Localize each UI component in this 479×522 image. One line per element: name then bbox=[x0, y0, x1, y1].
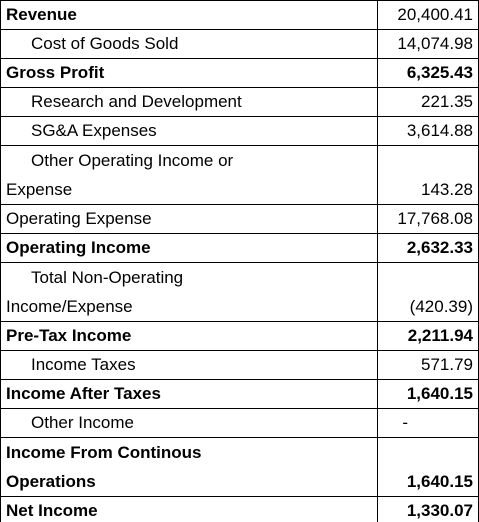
row: SG&A Expenses 3,614.88 bbox=[0, 116, 479, 146]
row-label: Research and Development bbox=[0, 87, 378, 117]
row: Income From Continous Operations 1,640.15 bbox=[0, 437, 479, 497]
row-value: 1,330.07 bbox=[377, 496, 479, 522]
row-label: Other Operating Income or Expense bbox=[0, 145, 378, 205]
row-value: 20,400.41 bbox=[377, 0, 479, 30]
row-label: Pre-Tax Income bbox=[0, 321, 378, 351]
row-label: Income After Taxes bbox=[0, 379, 378, 409]
row-label: Total Non-Operating Income/Expense bbox=[0, 262, 378, 322]
row: Revenue 20,400.41 bbox=[0, 0, 479, 30]
row-value: 2,211.94 bbox=[377, 321, 479, 351]
row: Research and Development 221.35 bbox=[0, 87, 479, 117]
row: Income After Taxes 1,640.15 bbox=[0, 379, 479, 409]
row-label: Operating Expense bbox=[0, 204, 378, 234]
row: Operating Income 2,632.33 bbox=[0, 233, 479, 263]
label-line: Income From Continous bbox=[6, 443, 202, 462]
row-value: 3,614.88 bbox=[377, 116, 479, 146]
row-label: Cost of Goods Sold bbox=[0, 29, 378, 59]
row: Other Income - bbox=[0, 408, 479, 438]
label-line: Operations bbox=[6, 472, 96, 491]
row: Other Operating Income or Expense 143.28 bbox=[0, 145, 479, 205]
row: Income Taxes 571.79 bbox=[0, 350, 479, 380]
row-value: 6,325.43 bbox=[377, 58, 479, 88]
row-label: Other Income bbox=[0, 408, 378, 438]
row: Total Non-Operating Income/Expense (420.39… bbox=[0, 262, 479, 322]
row-label: Net Income bbox=[0, 496, 378, 522]
row-value: - bbox=[377, 408, 479, 438]
row-value: 1,640.15 bbox=[377, 379, 479, 409]
row-value: 143.28 bbox=[377, 145, 479, 205]
row: Operating Expense 17,768.08 bbox=[0, 204, 479, 234]
row-value: (420.39) bbox=[377, 262, 479, 322]
row-value: 1,640.15 bbox=[377, 437, 479, 497]
row-value: 17,768.08 bbox=[377, 204, 479, 234]
label-line: Expense bbox=[6, 180, 73, 199]
row-value: 2,632.33 bbox=[377, 233, 479, 263]
row-label: SG&A Expenses bbox=[0, 116, 378, 146]
row-label: Income Taxes bbox=[0, 350, 378, 380]
row-label: Income From Continous Operations bbox=[0, 437, 378, 497]
row-label: Gross Profit bbox=[0, 58, 378, 88]
row: Pre-Tax Income 2,211.94 bbox=[0, 321, 479, 351]
label-line: Other Operating Income or bbox=[31, 151, 234, 170]
label-line: Total Non-Operating bbox=[31, 268, 184, 287]
label-line: Income/Expense bbox=[6, 297, 133, 316]
row: Net Income 1,330.07 bbox=[0, 496, 479, 522]
row: Cost of Goods Sold 14,074.98 bbox=[0, 29, 479, 59]
row-value: 571.79 bbox=[377, 350, 479, 380]
row-label: Operating Income bbox=[0, 233, 378, 263]
row: Gross Profit 6,325.43 bbox=[0, 58, 479, 88]
row-label: Revenue bbox=[0, 0, 378, 30]
row-value: 14,074.98 bbox=[377, 29, 479, 59]
row-value: 221.35 bbox=[377, 87, 479, 117]
